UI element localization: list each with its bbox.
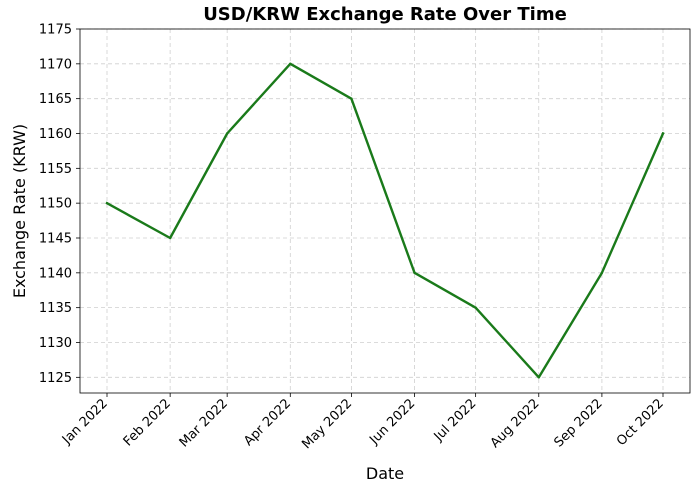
data-point [413,271,416,275]
y-axis-label: Exchange Rate (KRW) [10,124,29,298]
y-tick-label: 1150 [39,197,72,212]
x-tick-label: Jul 2022 [431,396,480,445]
y-tick-label: 1160 [39,127,72,142]
y-tick-label: 1155 [39,162,72,177]
x-tick-label: Apr 2022 [241,396,294,449]
x-tick-label: Aug 2022 [488,396,543,451]
series-line [105,62,665,379]
x-tick-label: May 2022 [299,396,355,452]
y-tick-label: 1130 [39,336,72,351]
y-tick-label: 1165 [39,92,72,107]
x-tick-label: Mar 2022 [177,396,231,450]
series-layer [105,62,665,379]
x-axis: Jan 2022 Feb 2022 Mar 2022 Apr 2022 May 2022… [59,393,667,452]
y-tick-label: 1140 [39,266,72,281]
data-point [474,306,477,309]
x-tick-label: Jan 2022 [59,396,111,448]
x-tick-label: Jun 2022 [366,396,418,448]
data-point [661,132,665,135]
x-tick-label: Sep 2022 [551,396,605,450]
y-tick-label: 1125 [39,371,72,386]
x-axis-label: Date [366,464,404,483]
y-tick-label: 1175 [39,23,72,38]
y-tick-label: 1135 [39,301,72,316]
data-point [105,201,109,205]
x-tick-label: Feb 2022 [121,396,174,449]
y-tick-label: 1145 [39,231,72,246]
y-tick-label: 1170 [39,57,72,72]
chart-title: USD/KRW Exchange Rate Over Time [203,4,567,25]
data-point [289,62,292,66]
data-point [537,376,540,379]
grid [80,28,690,393]
data-point [350,97,353,100]
data-point [600,271,604,275]
x-tick-label: Oct 2022 [614,396,667,449]
plot-frame [79,28,691,394]
data-point [168,236,172,240]
data-point [225,132,229,135]
y-axis: 1125 1130 1135 1140 1145 1150 1155 1160 1165 1170… [39,23,80,386]
